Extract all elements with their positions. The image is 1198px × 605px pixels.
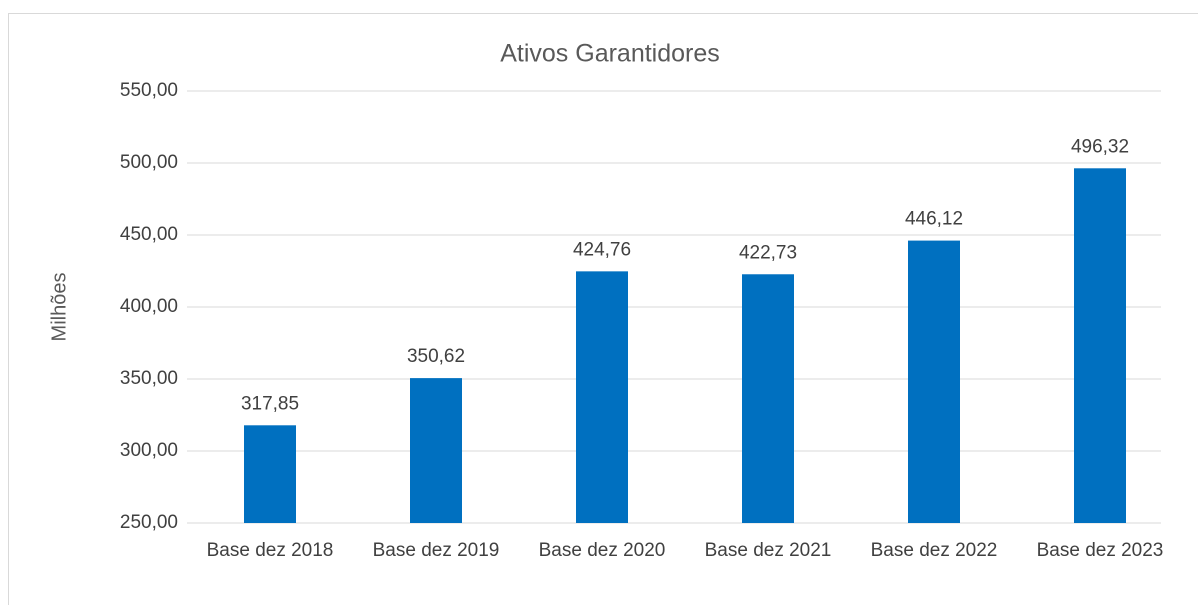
data-label: 424,76: [573, 239, 631, 260]
chart-frame: [8, 13, 1198, 605]
y-tick-label: 300,00: [120, 440, 178, 461]
bar: [410, 378, 462, 523]
y-tick-label: 400,00: [120, 296, 178, 317]
chart-title: Ativos Garantidores: [500, 40, 720, 68]
data-label: 317,85: [241, 393, 299, 414]
y-tick-label: 450,00: [120, 224, 178, 245]
y-tick-label: 500,00: [120, 152, 178, 173]
data-label: 350,62: [407, 346, 465, 367]
y-tick-label: 550,00: [120, 80, 178, 101]
bar: [908, 240, 960, 523]
bar: [1074, 168, 1126, 523]
y-tick-label: 350,00: [120, 368, 178, 389]
x-tick-label: Base dez 2019: [373, 540, 500, 561]
x-tick-label: Base dez 2020: [539, 540, 666, 561]
y-tick-label: 250,00: [120, 512, 178, 533]
bar: [742, 274, 794, 523]
y-axis-label: Milhões: [48, 273, 70, 342]
x-tick-label: Base dez 2021: [705, 540, 832, 561]
x-tick-label: Base dez 2023: [1037, 540, 1164, 561]
x-tick-label: Base dez 2018: [207, 540, 334, 561]
data-label: 496,32: [1071, 136, 1129, 157]
bar: [244, 425, 296, 523]
data-label: 422,73: [739, 242, 797, 263]
data-label: 446,12: [905, 209, 963, 230]
x-tick-label: Base dez 2022: [871, 540, 998, 561]
bar: [576, 271, 628, 523]
